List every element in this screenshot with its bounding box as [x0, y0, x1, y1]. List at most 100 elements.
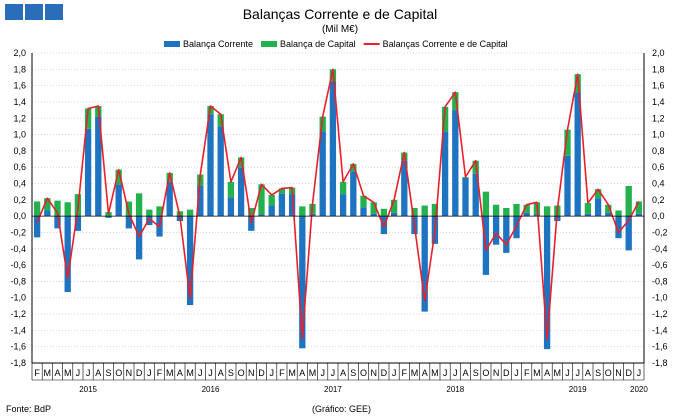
- bar-capital: [166, 172, 173, 182]
- bar-corrente: [339, 194, 347, 217]
- bar-corrente: [370, 213, 377, 217]
- bar-capital: [380, 208, 388, 217]
- y-tick-label-right: -0,2: [652, 227, 668, 237]
- bar-corrente: [309, 213, 316, 217]
- bar-corrente: [278, 193, 286, 217]
- y-tick-label-right: 2,0: [652, 48, 665, 58]
- bar-corrente: [492, 216, 500, 245]
- legend-swatch: [164, 41, 180, 47]
- bar-capital: [441, 106, 449, 132]
- bar-corrente: [207, 114, 214, 217]
- bar-capital: [503, 208, 510, 217]
- bar-capital: [370, 202, 377, 214]
- y-tick-label-right: -0,4: [652, 244, 668, 254]
- bar-corrente: [462, 177, 469, 217]
- bar-corrente: [186, 216, 194, 306]
- bar-corrente: [452, 110, 459, 217]
- bar-capital: [411, 208, 418, 217]
- x-month-label: M: [44, 368, 52, 378]
- bar-corrente: [350, 171, 357, 217]
- bar-capital: [64, 202, 71, 217]
- x-month-label: A: [54, 368, 60, 378]
- bar-corrente: [523, 212, 530, 217]
- bar-corrente: [472, 173, 479, 217]
- bar-corrente: [268, 205, 275, 217]
- y-tick-label-right: 0,2: [652, 195, 665, 205]
- bar-capital: [135, 193, 143, 217]
- x-month-label: J: [76, 368, 81, 378]
- bar-corrente: [584, 213, 592, 217]
- y-tick-label-right: 1,0: [652, 130, 665, 140]
- y-tick-label-right: 0,4: [652, 179, 665, 189]
- axes: 2,0 2,0 1,8 1,8 1,6 1,6 1,4 1,4 1,2 1,2 1,0 1,0 0,8 0…: [10, 48, 667, 394]
- bar-corrente: [105, 216, 112, 218]
- bar-capital: [584, 203, 592, 214]
- x-year-label: 2016: [202, 385, 220, 394]
- x-month-label: N: [126, 368, 133, 378]
- bar-capital: [452, 92, 459, 111]
- bar-capital: [84, 108, 92, 129]
- bar-corrente: [605, 212, 612, 217]
- x-month-label: J: [208, 368, 213, 378]
- bar-corrente: [360, 207, 367, 217]
- x-month-label: O: [238, 368, 245, 378]
- x-month-label: F: [402, 368, 408, 378]
- x-month-label: F: [279, 368, 285, 378]
- x-month-label: A: [585, 368, 591, 378]
- x-year-label: 2017: [324, 385, 342, 394]
- x-month-label: A: [462, 368, 468, 378]
- x-month-label: M: [431, 368, 439, 378]
- y-tick-label-left: 1,6: [13, 81, 26, 91]
- y-tick-label-right: -0,6: [652, 260, 668, 270]
- bar-capital: [227, 181, 235, 198]
- x-year-label: 2019: [569, 385, 587, 394]
- y-tick-label-right: -1,4: [652, 325, 668, 335]
- x-month-label: J: [147, 368, 152, 378]
- x-month-label: M: [288, 368, 296, 378]
- x-month-label: M: [309, 368, 317, 378]
- logo-block-1: [5, 4, 23, 20]
- x-month-label: S: [595, 368, 601, 378]
- x-month-label: N: [370, 368, 377, 378]
- footer-credit: (Gráfico: GEE): [312, 404, 372, 414]
- bar-corrente: [288, 194, 296, 217]
- bar-capital: [156, 206, 163, 217]
- bar-capital: [523, 204, 530, 213]
- x-month-label: N: [615, 368, 622, 378]
- y-tick-label-left: -1,4: [10, 325, 26, 335]
- y-tick-label-right: 1,8: [652, 64, 665, 74]
- logo-block-2: [25, 4, 43, 20]
- y-tick-label-left: -0,8: [10, 276, 26, 286]
- y-tick-label-right: -1,0: [652, 293, 668, 303]
- legend-swatch: [261, 41, 278, 47]
- x-year-label: 2018: [446, 385, 464, 394]
- y-tick-label-left: 0,6: [13, 162, 26, 172]
- x-month-label: J: [514, 368, 519, 378]
- bar-corrente: [217, 126, 224, 217]
- x-month-label: D: [136, 368, 143, 378]
- bar-corrente: [84, 128, 92, 217]
- y-tick-label-left: 1,0: [13, 130, 26, 140]
- chart-title: Balanças Corrente e de Capital: [242, 6, 438, 22]
- x-month-label: J: [575, 368, 580, 378]
- bar-capital: [431, 203, 439, 217]
- bar-corrente: [64, 216, 71, 293]
- bar-corrente: [503, 216, 510, 253]
- x-month-label: S: [105, 368, 111, 378]
- bar-corrente: [319, 131, 326, 217]
- gridlines: [32, 52, 644, 364]
- bar-capital: [248, 208, 255, 217]
- bar-corrente: [44, 210, 51, 217]
- x-month-label: O: [360, 368, 367, 378]
- x-month-label: O: [605, 368, 612, 378]
- bar-corrente: [95, 116, 102, 217]
- bar-corrente: [421, 216, 428, 312]
- x-month-label: F: [157, 368, 163, 378]
- bar-corrente: [543, 216, 551, 350]
- y-tick-label-right: 0,8: [652, 146, 665, 156]
- bar-capital: [390, 199, 398, 213]
- bar-corrente: [594, 198, 602, 217]
- bars: [33, 69, 643, 350]
- y-tick-label-left: 1,2: [13, 113, 26, 123]
- bar-corrente: [299, 216, 306, 349]
